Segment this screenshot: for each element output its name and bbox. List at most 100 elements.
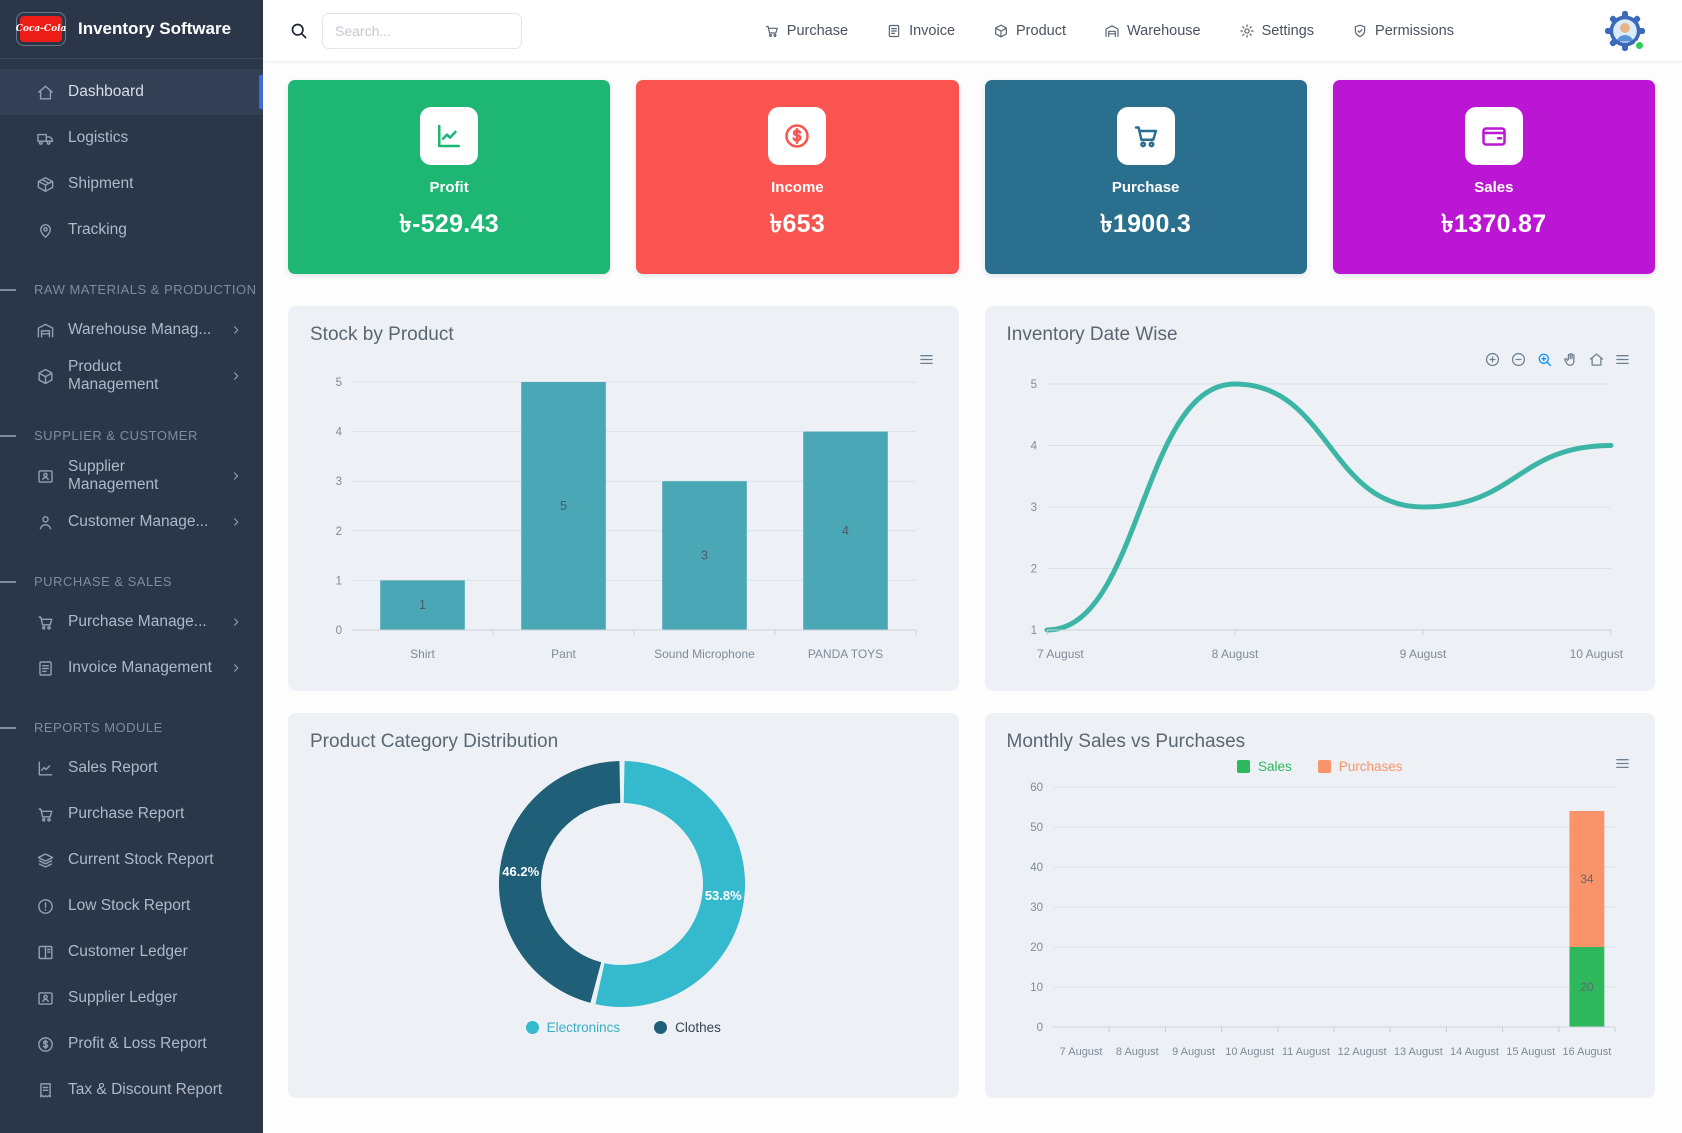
- receipt-icon: [36, 1081, 55, 1100]
- sidebar-item-label: Warehouse Manag...: [68, 321, 212, 338]
- home-icon[interactable]: [1588, 351, 1605, 368]
- topnav-warehouse[interactable]: Warehouse: [1104, 23, 1201, 39]
- chev-icon: [229, 469, 243, 483]
- svg-text:14 August: 14 August: [1450, 1046, 1499, 1058]
- chev-icon: [229, 369, 243, 383]
- topnav-product[interactable]: Product: [993, 23, 1066, 39]
- sidebar-item-low-stock-report[interactable]: Low Stock Report: [0, 883, 263, 929]
- panel-title: Stock by Product: [310, 324, 454, 345]
- legend-clothes[interactable]: Clothes: [654, 1020, 721, 1035]
- stock-by-product-panel: Stock by Product 0 1 2 3 4 5 1 Shirt 5 Pant 3 Sound…: [288, 306, 959, 691]
- legend-label: Sales: [1257, 758, 1292, 774]
- selection-zoom-icon[interactable]: [1536, 351, 1553, 368]
- stat-card-value: ৳1900.3: [1100, 210, 1192, 238]
- svg-text:11 August: 11 August: [1281, 1046, 1329, 1058]
- sidebar-item-label: Low Stock Report: [68, 897, 191, 914]
- svg-text:5: 5: [336, 377, 342, 389]
- legend-purchases[interactable]: Purchases: [1317, 758, 1403, 774]
- svg-text:1: 1: [336, 575, 342, 587]
- menu-icon[interactable]: [1614, 351, 1631, 368]
- topbar: Purchase Invoice Product Warehouse Settings P…: [263, 0, 1682, 62]
- legend-dot: [654, 1021, 668, 1034]
- topnav-label: Product: [1016, 22, 1066, 39]
- sidebar-item-customer-manage[interactable]: Customer Manage...: [0, 499, 263, 545]
- sidebar-item-label: Product Management: [68, 358, 159, 393]
- sidebar-section-header: SUPPLIER & CUSTOMER: [0, 427, 263, 445]
- sidebar-item-purchase-manage[interactable]: Purchase Manage...: [0, 599, 263, 645]
- panel-title: Inventory Date Wise: [1006, 324, 1178, 345]
- svg-text:20: 20: [1580, 980, 1594, 994]
- search-input[interactable]: [322, 12, 522, 49]
- inventory-date-wise-panel: Inventory Date Wise 1 2 3 4 5 7 August 8 Augus…: [984, 306, 1655, 691]
- sidebar-item-customer-ledger[interactable]: Customer Ledger: [0, 929, 263, 975]
- search-icon[interactable]: [289, 21, 308, 40]
- legend-dot: [525, 1021, 539, 1034]
- menu-icon[interactable]: [918, 351, 935, 368]
- sidebar-item-warehouse-manag[interactable]: Warehouse Manag...: [0, 307, 263, 353]
- sidebar-item-dashboard[interactable]: Dashboard: [0, 69, 263, 115]
- cart-icon: [36, 805, 55, 824]
- home-icon: [36, 83, 55, 102]
- sidebar-item-tracking[interactable]: Tracking: [0, 207, 263, 253]
- app-title: Inventory Software: [78, 19, 232, 38]
- legend-sales[interactable]: Sales: [1236, 758, 1292, 774]
- sidebar-section-header: PURCHASE & SALES: [0, 573, 263, 591]
- legend-label: Electronincs: [546, 1020, 621, 1035]
- sidebar-item-supplier-management[interactable]: Supplier Management: [0, 453, 263, 499]
- chart-toolbar: [1007, 348, 1632, 370]
- sidebar-item-tax-discount-report[interactable]: Tax & Discount Report: [0, 1067, 263, 1113]
- zoom-out-icon[interactable]: [1510, 351, 1527, 368]
- sidebar-item-invoice-management[interactable]: Invoice Management: [0, 645, 263, 691]
- topnav-label: Settings: [1261, 22, 1315, 39]
- sidebar-item-sales-report[interactable]: Sales Report: [0, 745, 263, 791]
- sidebar-item-shipment[interactable]: Shipment: [0, 161, 263, 207]
- chart-toolbar: [310, 348, 935, 370]
- topnav-invoice[interactable]: Invoice: [886, 23, 955, 39]
- svg-text:3: 3: [1030, 502, 1036, 514]
- sidebar-item-current-stock-report[interactable]: Current Stock Report: [0, 837, 263, 883]
- zoom-in-icon[interactable]: [1484, 351, 1501, 368]
- chart-icon: [36, 759, 55, 778]
- sidebar-item-supplier-ledger[interactable]: Supplier Ledger: [0, 975, 263, 1021]
- chev-icon: [229, 661, 243, 675]
- topnav-permissions[interactable]: Permissions: [1352, 23, 1454, 39]
- panel-title: Product Category Distribution: [310, 731, 559, 752]
- sidebar-item-label: Current Stock Report: [68, 851, 214, 868]
- sidebar-section-header: RAW MATERIALS & PRODUCTION: [0, 281, 263, 299]
- sidebar-item-label: Customer Manage...: [68, 513, 209, 530]
- topnav-label: Permissions: [1375, 22, 1454, 39]
- legend-electronincs[interactable]: Electronincs: [525, 1020, 621, 1035]
- svg-text:20: 20: [1030, 942, 1043, 954]
- sidebar-item-logistics[interactable]: Logistics: [0, 115, 263, 161]
- warehouse-icon: [36, 321, 55, 340]
- legend-swatch: [1236, 759, 1250, 773]
- invoice-icon: [886, 23, 902, 39]
- pan-icon[interactable]: [1562, 351, 1579, 368]
- menu-icon[interactable]: [1614, 755, 1631, 772]
- topnav-settings[interactable]: Settings: [1239, 23, 1314, 39]
- svg-text:50: 50: [1030, 822, 1043, 834]
- user-avatar[interactable]: [1604, 10, 1646, 52]
- product-category-distribution-panel: Product Category Distribution 53.8% 46.2%…: [288, 713, 959, 1098]
- svg-text:1: 1: [419, 598, 426, 612]
- svg-text:0: 0: [1036, 1022, 1042, 1034]
- legend-swatch: [1317, 759, 1331, 773]
- box-icon: [993, 23, 1009, 39]
- stat-card-label: Purchase: [1111, 179, 1180, 196]
- svg-text:4: 4: [336, 427, 343, 439]
- chev-icon: [229, 615, 243, 629]
- product-category-donut-chart: 53.8% 46.2%: [310, 753, 937, 1020]
- svg-text:Shirt: Shirt: [410, 647, 435, 661]
- invoice-icon: [36, 659, 55, 678]
- charts-grid: Stock by Product 0 1 2 3 4 5 1 Shirt 5 Pant 3 Sound…: [288, 306, 1655, 1098]
- svg-text:3: 3: [701, 549, 708, 563]
- sidebar-item-purchase-report[interactable]: Purchase Report: [0, 791, 263, 837]
- legend-label: Purchases: [1338, 758, 1403, 774]
- svg-text:7 August: 7 August: [1037, 647, 1084, 661]
- sidebar-item-profit-loss-report[interactable]: Profit & Loss Report: [0, 1021, 263, 1067]
- logo-row: Coca-Cola Inventory Software: [0, 0, 263, 58]
- sidebar-item-product-management[interactable]: Product Management: [0, 353, 263, 399]
- topnav-purchase[interactable]: Purchase: [764, 23, 848, 39]
- svg-text:2: 2: [1030, 564, 1036, 576]
